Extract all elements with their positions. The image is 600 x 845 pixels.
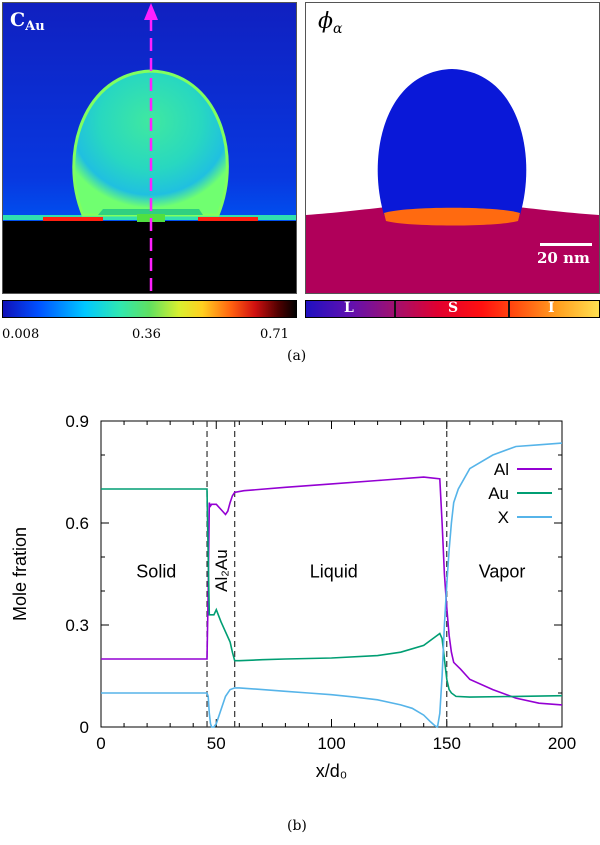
phase-subscript: α <box>333 21 343 37</box>
phase-colorbar: L S I <box>305 300 600 318</box>
legend-label-al: Al <box>494 460 509 479</box>
caption-b: (b) <box>287 818 307 834</box>
region-label-liquid: Liquid <box>310 561 358 581</box>
colorbar-divider <box>508 301 510 317</box>
x-tick-label: 0 <box>96 734 105 753</box>
chart-series <box>101 442 563 729</box>
scale-bar <box>540 243 592 246</box>
colorbar-divider <box>394 301 396 317</box>
colorbar-tick-min: 0.008 <box>2 327 40 342</box>
y-axis-label: Mole fration <box>10 527 30 621</box>
region-label-al2au: Al₂Au <box>212 549 231 592</box>
colorbar-label-solid: S <box>448 300 459 316</box>
concentration-map-panel: CAu <box>2 2 297 294</box>
concentration-colorbar <box>2 300 297 318</box>
x-tick-label: 100 <box>317 734 345 753</box>
series-line-al <box>101 476 563 706</box>
series-line-x <box>101 442 563 729</box>
region-label-vapor: Vapor <box>479 561 526 581</box>
x-tick-label: 200 <box>548 734 576 753</box>
colorbar-tick-mid: 0.36 <box>132 327 161 342</box>
x-tick-label: 150 <box>433 734 461 753</box>
scale-bar-label: 20 nm <box>537 249 590 267</box>
phase-field-map <box>306 69 599 293</box>
region-label-solid: Solid <box>136 561 176 581</box>
concentration-symbol: C <box>10 9 26 31</box>
concentration-subscript: Au <box>25 19 45 34</box>
x-axis-label: x/d₀ <box>316 761 347 781</box>
x-tick-label: 50 <box>207 734 226 753</box>
colorbar-label-liquid: L <box>344 300 354 316</box>
concentration-map <box>3 3 296 293</box>
chart-labels: x/d₀ Mole fration Solid Al₂Au Liquid Vapor Al A… <box>10 460 552 781</box>
y-tick-label: 0 <box>80 718 89 737</box>
mole-fraction-chart: 0 50 100 150 200 0 0.3 0.6 0.9 x/d₀ Mole fration S… <box>10 412 576 781</box>
y-tick-label: 0.3 <box>65 616 89 635</box>
phase-field-panel: ϕα 20 nm <box>305 2 600 294</box>
y-tick-label: 0.6 <box>65 514 89 533</box>
profile-arrow-icon <box>144 3 158 20</box>
concentration-label: CAu <box>10 9 45 34</box>
y-tick-label: 0.9 <box>65 412 89 431</box>
legend-label-au: Au <box>488 484 509 503</box>
series-line-au <box>101 488 563 698</box>
colorbar-tick-max: 0.71 <box>260 327 289 342</box>
phase-symbol: ϕ <box>318 9 333 34</box>
caption-a: (a) <box>287 348 307 364</box>
colorbar-label-interface: I <box>548 300 555 316</box>
legend-label-x: X <box>498 508 509 527</box>
phase-label: ϕα <box>318 9 343 37</box>
